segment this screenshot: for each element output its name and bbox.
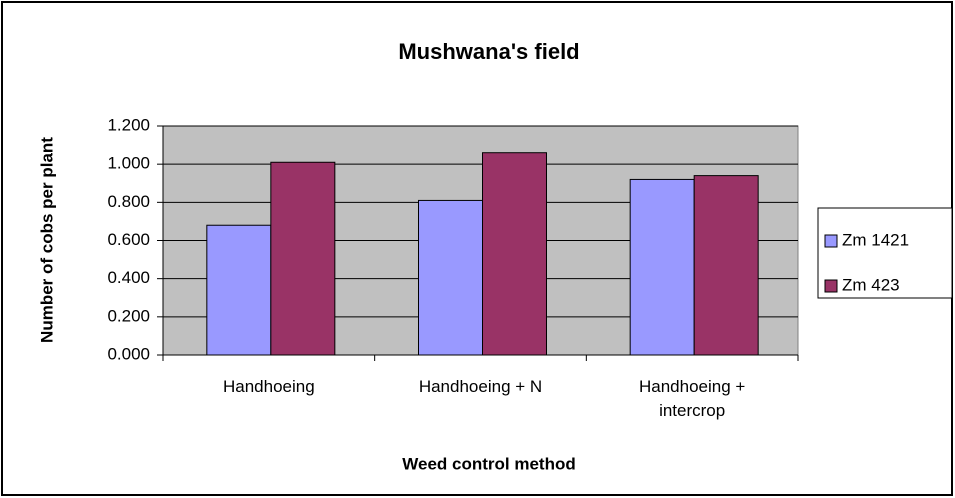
chart-title: Mushwana's field bbox=[398, 39, 579, 64]
x-tick-label: Handhoeing + intercrop bbox=[638, 377, 746, 420]
y-tick-label: 0.200 bbox=[107, 306, 150, 325]
y-tick-label: 1.200 bbox=[107, 115, 150, 134]
legend-swatch bbox=[824, 279, 838, 293]
x-axis-title: Weed control method bbox=[402, 454, 575, 473]
legend-label: Zm 1421 bbox=[842, 230, 909, 249]
x-tick-label: Handhoeing + N bbox=[418, 377, 543, 396]
legend-label: Zm 423 bbox=[842, 275, 900, 294]
y-tick-label: 0.600 bbox=[107, 230, 150, 249]
y-axis-title: Number of cobs per plant bbox=[37, 137, 56, 343]
y-tick-label: 0.000 bbox=[107, 344, 150, 363]
bar bbox=[418, 199, 483, 356]
bar bbox=[629, 178, 695, 356]
y-tick-label: 1.000 bbox=[107, 154, 150, 173]
legend-box bbox=[817, 207, 953, 299]
x-tick-label: Handhoeing bbox=[222, 377, 315, 396]
y-tick-label: 0.400 bbox=[107, 268, 150, 287]
bar bbox=[693, 175, 759, 356]
bar bbox=[270, 161, 336, 356]
legend-swatch bbox=[824, 234, 838, 248]
bar bbox=[482, 152, 547, 356]
bar bbox=[206, 224, 272, 356]
y-tick-label: 0.800 bbox=[107, 192, 150, 211]
